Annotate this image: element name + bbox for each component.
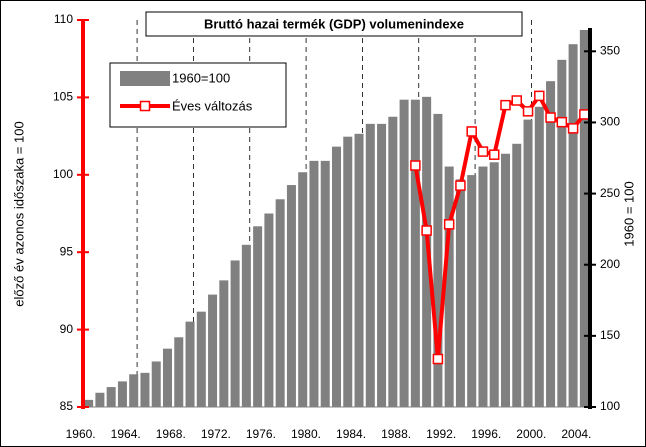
marker — [556, 116, 568, 128]
y-tick-label: 95 — [60, 244, 74, 258]
x-tick-label: 1960. — [66, 427, 96, 441]
y2-tick-label: 200 — [600, 257, 620, 271]
legend-swatch — [139, 100, 151, 112]
bar — [106, 387, 116, 407]
bar — [95, 392, 105, 407]
bar — [388, 116, 398, 407]
x-tick-label: 1996. — [471, 427, 501, 441]
y2-tick-label: 100 — [600, 399, 620, 413]
y-tick-label: 100 — [53, 167, 73, 181]
bar — [320, 160, 330, 407]
y-tick-label: 110 — [54, 12, 73, 26]
y2-tick-label: 250 — [600, 186, 620, 200]
x-tick-label: 1988. — [381, 427, 411, 441]
bar — [140, 372, 150, 407]
marker — [421, 225, 432, 236]
bar — [196, 311, 206, 407]
y2-tick-label: 350 — [600, 43, 620, 57]
bar — [275, 199, 285, 407]
marker — [466, 126, 477, 137]
bar — [241, 244, 251, 407]
marker — [443, 219, 455, 230]
x-tick-label: 1968. — [156, 427, 186, 441]
bar — [230, 260, 240, 407]
y2-axis-label: 1960 = 100 — [621, 181, 636, 246]
marker — [534, 90, 545, 102]
marker — [488, 149, 500, 160]
marker — [579, 109, 590, 120]
bar — [512, 143, 522, 407]
bar — [174, 337, 184, 407]
bar — [286, 185, 296, 407]
bar — [444, 166, 454, 407]
bar — [117, 381, 127, 407]
x-tick-label: 1980. — [291, 427, 321, 441]
bar — [354, 133, 364, 407]
x-tick-label: 2004. — [561, 427, 591, 441]
line — [413, 92, 586, 360]
bar — [399, 99, 409, 408]
marker — [432, 353, 444, 365]
x-tick-label: 1972. — [201, 427, 231, 441]
x-tick-label: 1964. — [111, 427, 141, 441]
bar — [455, 179, 465, 407]
bar — [264, 213, 274, 407]
bar — [365, 123, 375, 408]
bar — [208, 294, 218, 407]
bar — [253, 226, 263, 407]
y2-tick-label: 300 — [600, 115, 620, 129]
legend-swatch — [120, 71, 170, 86]
title-box — [145, 11, 523, 37]
x-tick-label: 1976. — [246, 427, 276, 441]
bar — [129, 374, 139, 407]
bar — [489, 162, 499, 407]
bar — [523, 119, 533, 408]
y-tick-label: 90 — [60, 322, 74, 336]
bar — [84, 399, 94, 407]
chart-title: Bruttó hazai termék (GDP) volumenindexe — [204, 16, 464, 31]
legend-label: 1960=100 — [172, 70, 230, 85]
bar — [478, 166, 488, 407]
bar — [162, 348, 173, 407]
bar — [410, 99, 420, 408]
marker — [511, 95, 523, 106]
x-tick-label: 1992. — [426, 427, 456, 441]
bar — [377, 123, 387, 408]
bar — [568, 44, 578, 407]
bar — [534, 106, 544, 408]
bar — [557, 59, 567, 408]
y-tick-label: 85 — [60, 399, 74, 413]
bar — [151, 361, 161, 407]
y2-tick-label: 150 — [600, 328, 620, 342]
legend-label: Éves változás — [172, 98, 253, 113]
marker — [477, 146, 489, 157]
bar — [467, 175, 477, 407]
x-tick-label: 2000. — [516, 427, 546, 441]
bar — [579, 29, 589, 407]
bar — [433, 113, 443, 407]
marker — [455, 180, 466, 191]
bar — [219, 280, 229, 407]
marker — [522, 106, 534, 117]
marker — [410, 160, 421, 171]
x-tick-label: 1984. — [336, 427, 366, 441]
marker — [567, 123, 579, 134]
marker — [545, 112, 556, 123]
bar — [343, 136, 353, 407]
bar — [331, 146, 342, 408]
marker — [500, 99, 511, 111]
bar — [500, 153, 511, 407]
bar — [298, 172, 308, 407]
y-axis-label: előző év azonos időszaka = 100 — [11, 121, 26, 306]
bar — [309, 160, 319, 407]
bar — [546, 81, 556, 407]
bar — [185, 321, 195, 407]
y-tick-label: 105 — [53, 90, 73, 104]
